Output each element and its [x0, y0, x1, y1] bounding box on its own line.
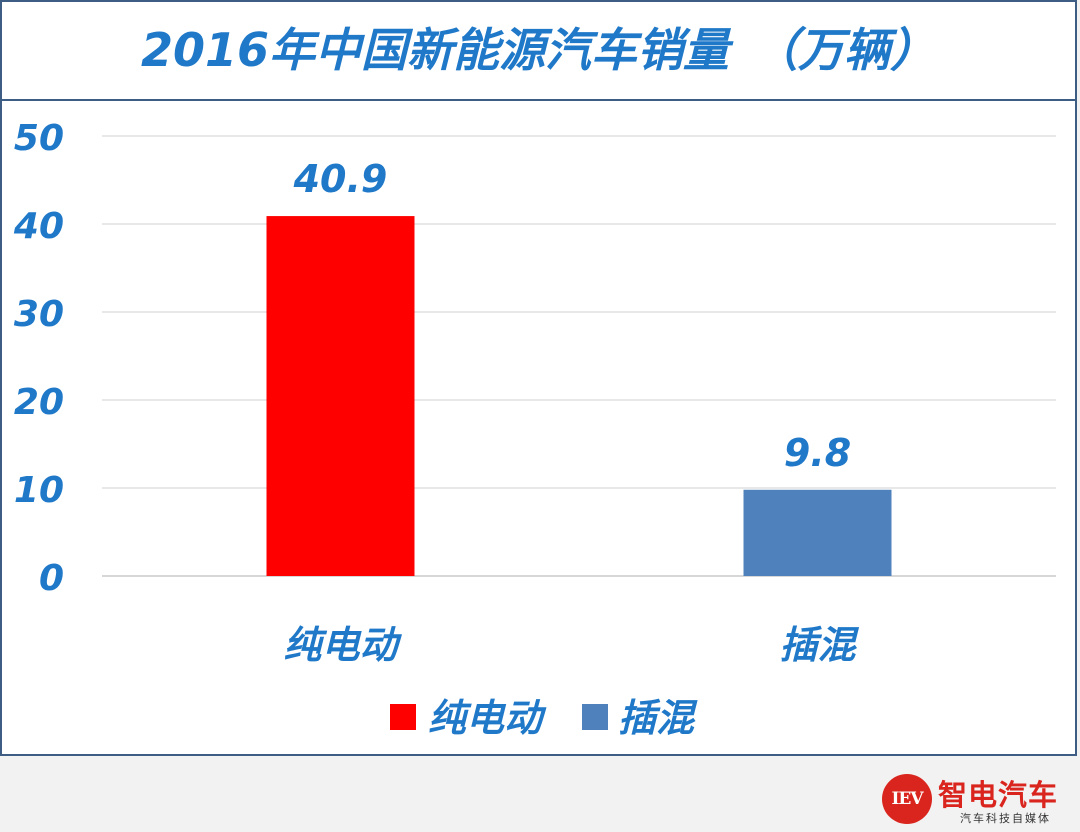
- y-tick-label: 0: [39, 558, 64, 599]
- data-label: 9.8: [784, 431, 851, 475]
- legend-swatch: [582, 704, 608, 730]
- y-tick-label: 10: [14, 470, 64, 511]
- brand-tagline: 汽车科技自媒体: [960, 812, 1051, 825]
- y-tick-label: 30: [14, 294, 64, 335]
- x-tick-label: 插混: [779, 623, 859, 667]
- gridlines: [102, 135, 1056, 577]
- legend: 纯电动 插混: [390, 696, 698, 740]
- legend-label: 纯电动: [428, 696, 547, 740]
- data-labels: 40.9 9.8: [293, 157, 852, 475]
- title-bar: 2016年中国新能源汽车销量 （万辆）: [2, 2, 1075, 101]
- brand-watermark: IEV 智电汽车 汽车科技自媒体: [878, 770, 1078, 828]
- chart-frame: 2016年中国新能源汽车销量 （万辆）: [0, 0, 1077, 756]
- y-tick-label: 40: [13, 206, 64, 247]
- bars: [266, 216, 892, 576]
- chart-title: 2016年中国新能源汽车销量 （万辆）: [140, 23, 937, 77]
- legend-swatch: [390, 704, 416, 730]
- bar: [743, 489, 892, 576]
- data-label: 40.9: [293, 157, 388, 201]
- bar: [266, 216, 415, 576]
- legend-label: 插混: [618, 696, 698, 740]
- y-tick-label: 20: [14, 382, 64, 423]
- brand-logo-icon: IEV: [882, 774, 932, 824]
- brand-name: 智电汽车: [938, 778, 1059, 812]
- x-tick-label: 纯电动: [283, 623, 402, 667]
- y-tick-label: 50: [14, 118, 64, 159]
- y-axis-ticks: 0 10 20 30 40 50: [13, 118, 64, 599]
- x-axis-ticks: 纯电动 插混: [283, 623, 859, 667]
